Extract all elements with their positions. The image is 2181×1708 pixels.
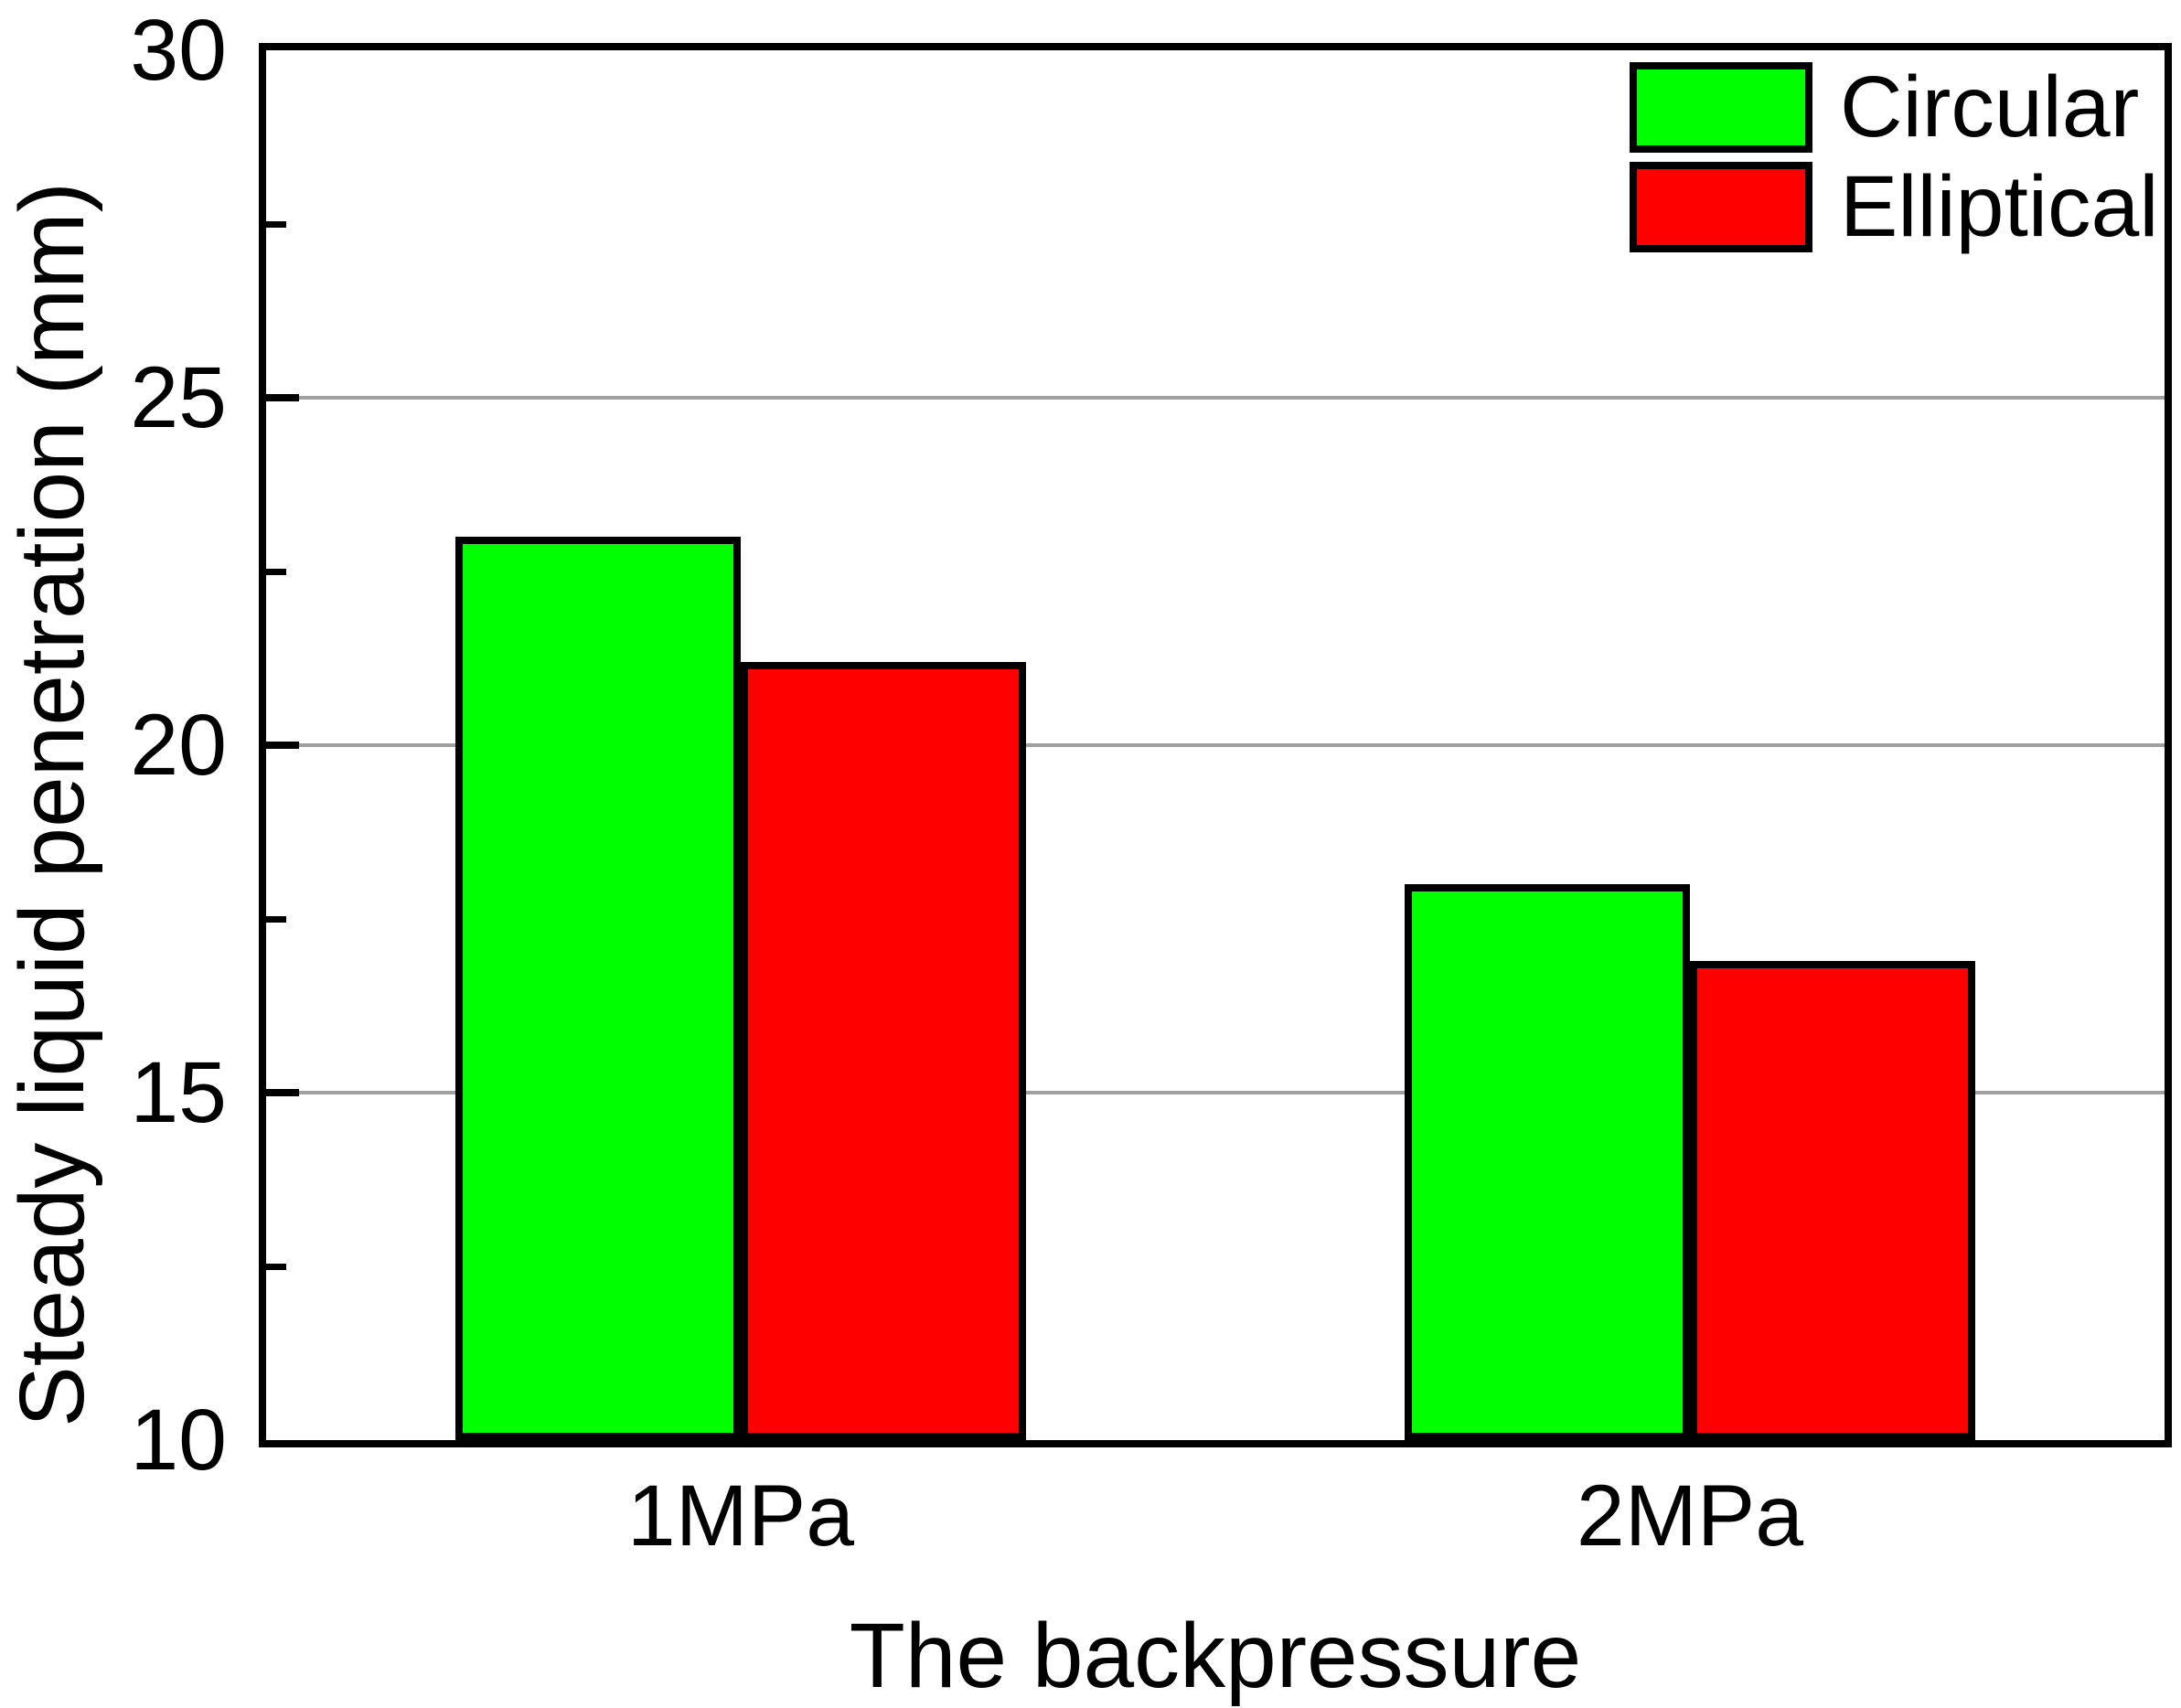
y-tick-label-30: 30 [130,2,227,99]
y-major-tick-20 [266,742,299,749]
x-tick-label-2mpa: 2MPa [1576,1468,1804,1564]
bar-circular-1mpa [454,537,741,1440]
y-axis-title: Steady liquid penetration (mm) [1,182,103,1427]
y-tick-label-25: 25 [130,349,227,446]
legend-label-circular: Circular [1840,59,2140,155]
gridline-20 [266,743,2165,747]
y-tick-label-15: 15 [130,1044,227,1141]
legend-swatch-elliptical [1630,162,1812,252]
y-minor-tick-12-5 [266,1263,286,1270]
legend-swatch-circular [1630,62,1812,153]
y-minor-tick-27-5 [266,220,286,228]
bar-elliptical-1mpa [741,661,1027,1440]
y-major-tick-15 [266,1089,299,1096]
y-minor-tick-17-5 [266,915,286,923]
bar-circular-2mpa [1404,884,1690,1440]
x-axis-title: The backpressure [849,1605,1582,1707]
gridline-25 [266,396,2165,400]
y-tick-label-20: 20 [130,697,227,794]
y-major-tick-25 [266,394,299,401]
legend-label-elliptical: Elliptical [1840,158,2159,255]
y-tick-label-10: 10 [130,1392,227,1489]
y-minor-tick-22-5 [266,568,286,575]
bar-elliptical-2mpa [1690,960,1976,1440]
gridline-15 [266,1091,2165,1094]
x-tick-label-1mpa: 1MPa [626,1468,855,1564]
